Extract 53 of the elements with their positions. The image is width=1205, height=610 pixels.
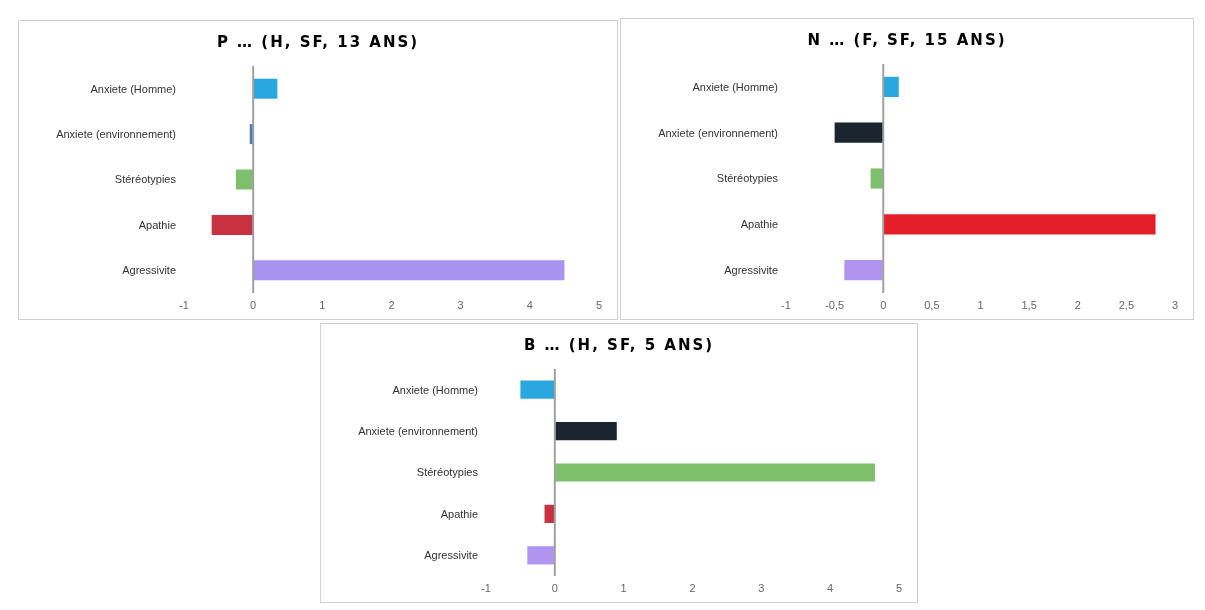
- bar: [527, 546, 555, 565]
- bar: [211, 214, 254, 235]
- bar: [883, 76, 899, 97]
- x-tick-label: 0: [551, 581, 558, 594]
- x-tick-label: 2: [689, 581, 696, 594]
- y-tick-label: Stéréotypies: [114, 173, 177, 186]
- y-tick-label: Anxiete (environnement): [658, 126, 778, 139]
- chart-title: B … (H, SF, 5 ANS): [522, 336, 716, 354]
- y-tick-label: Agressivite: [122, 264, 176, 277]
- bar: [520, 380, 555, 399]
- x-tick-label: 0: [880, 298, 887, 311]
- y-tick-label: Anxiete (Homme): [90, 82, 176, 95]
- x-tick-label: 1: [977, 298, 984, 311]
- chart-title: P … (H, SF, 13 ANS): [215, 33, 421, 51]
- x-tick-label: 1: [620, 581, 627, 594]
- bar: [834, 122, 884, 143]
- y-tick-label: Anxiete (environnement): [56, 128, 176, 141]
- x-tick-label: 4: [526, 298, 533, 311]
- y-tick-label: Agressivite: [424, 549, 478, 562]
- x-tick-label: 4: [827, 581, 834, 594]
- y-tick-label: Anxiete (Homme): [692, 80, 778, 93]
- x-tick-label: 2: [388, 298, 395, 311]
- x-tick-label: 2: [1074, 298, 1081, 311]
- x-tick-label: 3: [758, 581, 765, 594]
- bar: [870, 168, 884, 189]
- y-tick-label: Apathie: [740, 218, 778, 231]
- x-tick-label: 3: [457, 298, 464, 311]
- y-tick-label: Agressivite: [724, 264, 778, 277]
- x-tick-label: -1: [481, 581, 491, 594]
- bar: [554, 463, 875, 482]
- x-tick-label: 0,5: [924, 298, 940, 311]
- bar: [883, 214, 1156, 235]
- x-tick-label: 1,5: [1021, 298, 1037, 311]
- y-tick-label: Anxiete (Homme): [392, 383, 478, 396]
- chart-title: N … (F, SF, 15 ANS): [806, 31, 1008, 49]
- bar: [253, 260, 565, 281]
- y-tick-label: Stéréotypies: [716, 172, 779, 185]
- bar: [554, 421, 617, 441]
- x-tick-label: 0: [250, 298, 257, 311]
- x-tick-label: 5: [895, 581, 903, 594]
- x-tick-label: 5: [595, 298, 603, 311]
- bar: [253, 78, 278, 99]
- x-tick-label: 3: [1171, 298, 1179, 311]
- y-tick-label: Apathie: [440, 507, 478, 520]
- y-tick-label: Apathie: [138, 218, 176, 231]
- y-tick-label: Stéréotypies: [416, 466, 479, 479]
- bar: [844, 260, 884, 281]
- x-tick-label: -0,5: [825, 298, 845, 311]
- x-tick-label: -1: [781, 298, 791, 311]
- x-tick-label: -1: [179, 298, 189, 311]
- x-tick-label: 1: [319, 298, 326, 311]
- x-tick-label: 2,5: [1118, 298, 1135, 311]
- y-tick-label: Anxiete (environnement): [358, 425, 478, 438]
